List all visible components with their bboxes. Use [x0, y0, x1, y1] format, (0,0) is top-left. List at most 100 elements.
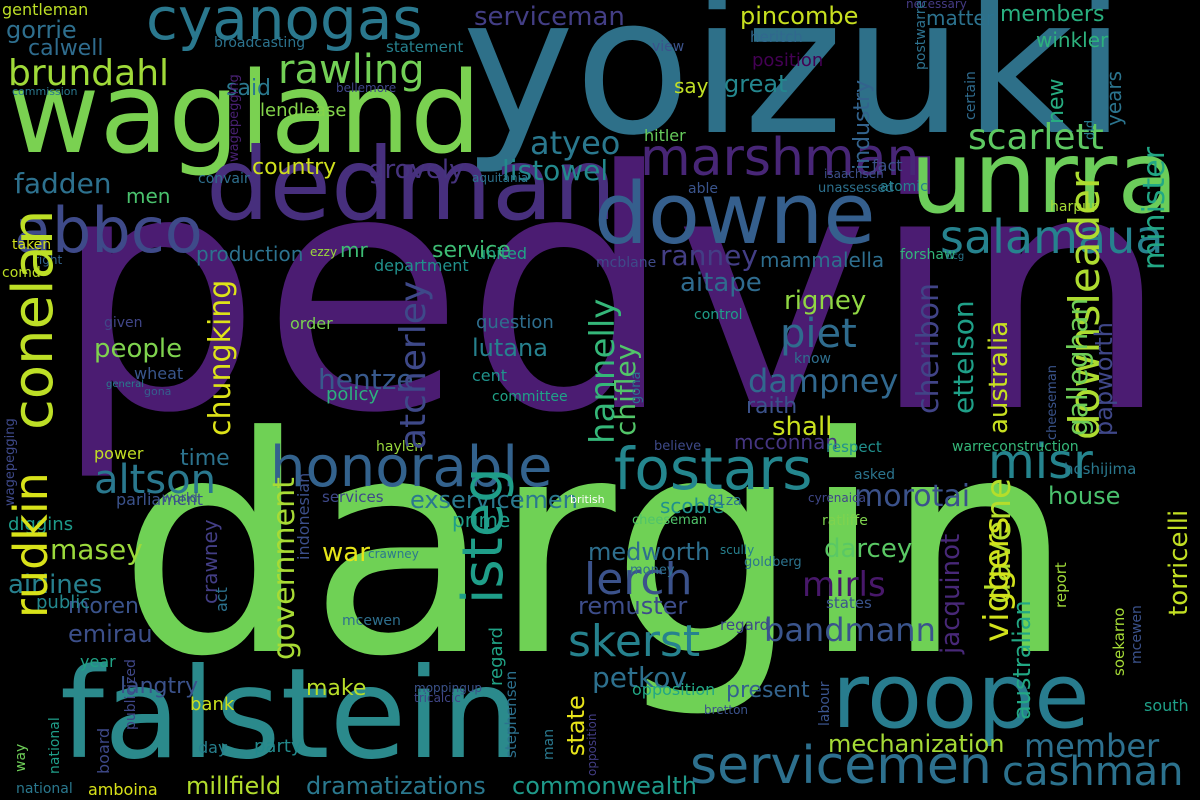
- word-bank: day: [198, 738, 228, 757]
- word-gorrie: gorrie: [6, 16, 77, 44]
- word-australia: australia: [984, 320, 1014, 434]
- word-states: act: [212, 587, 231, 612]
- word-dampney: dampney: [748, 362, 899, 400]
- word-right: isaachsen: [824, 167, 884, 181]
- word-country: country: [252, 155, 337, 180]
- word-cheeseman: world: [162, 491, 198, 506]
- word-lerch: lerch: [584, 554, 693, 605]
- word-brundahl: brundahl: [8, 53, 170, 94]
- word-wheat: cent: [472, 366, 508, 385]
- word-serviceman: serviceman: [474, 2, 625, 32]
- word-cyrenaica: british: [570, 493, 605, 506]
- word-policy: given: [104, 315, 143, 331]
- word-tricalcic: soekarno: [1110, 607, 1128, 676]
- word-public: year: [80, 652, 116, 671]
- word-lendlease: lendlease: [260, 100, 347, 121]
- word-atyeo: atyeo: [530, 124, 621, 162]
- word-committee: power: [94, 444, 144, 463]
- word-parliament: diggins: [8, 514, 74, 535]
- word-mr: service: [432, 238, 511, 263]
- word-cheribon: cheribon: [911, 282, 946, 414]
- word-atomic: fact: [872, 156, 903, 175]
- word-dargin: dargin: [118, 373, 1075, 722]
- word-ettelson: ettelson: [947, 300, 980, 414]
- word-control: mcblane: [596, 255, 657, 271]
- word-falstein: falstein: [60, 642, 521, 787]
- word-forshaw: comd: [2, 265, 41, 281]
- word-make: make: [306, 676, 367, 701]
- word-yoizuki: yoizuki: [462, 0, 1127, 177]
- word-able: aquitania: [472, 171, 529, 185]
- word-stephensen: mcewen: [1129, 605, 1145, 664]
- word-men: mr: [340, 238, 368, 262]
- word-marshman: marshman: [640, 128, 920, 188]
- word-mcblane: right: [34, 253, 63, 267]
- word-gona: control: [694, 307, 743, 323]
- word-scoble: scoble: [660, 494, 725, 518]
- word-did: postwarreconstruction: [913, 0, 929, 70]
- word-recognizes: stephensen: [502, 670, 520, 758]
- word-postwarreconstruction: bcg: [946, 251, 965, 262]
- word-haylen: gona: [629, 371, 644, 404]
- word-way: national: [47, 717, 63, 774]
- word-minister: minister: [1137, 146, 1172, 270]
- word-diggins: public: [36, 592, 91, 613]
- word-honorable: honorable: [270, 435, 553, 500]
- word-industry: industry: [850, 79, 875, 170]
- word-isteg: isteg: [451, 467, 516, 604]
- word-morotai: morotai: [854, 479, 971, 514]
- word-abbco: abbco: [14, 194, 203, 267]
- word-tax: moppingup: [414, 681, 483, 695]
- word-mcconnan: mcconnan: [734, 430, 838, 454]
- word-crawney: cyrenaica: [808, 491, 866, 505]
- word-skerst: skerst: [568, 616, 701, 667]
- word-rigney: rigney: [784, 286, 867, 316]
- word-pincombe: pincombe: [740, 2, 859, 30]
- word-members: members: [1000, 2, 1105, 27]
- word-statement: statement: [386, 38, 464, 56]
- word-winkler: winkler: [1036, 28, 1109, 52]
- word-bcg: ezzy: [310, 245, 338, 259]
- word-gentleman: gentleman: [2, 0, 89, 19]
- word-production: department: [374, 256, 469, 275]
- word-conelan: conelan: [1, 209, 66, 430]
- word-commonwealth: commonwealth: [512, 772, 697, 800]
- word-mammalella: mammalella: [760, 248, 885, 272]
- word-available: man: [541, 728, 557, 760]
- word-dedman: dedman: [206, 126, 617, 243]
- word-galleghan: galleghan: [1061, 297, 1094, 436]
- word-department: united: [476, 244, 527, 263]
- word-amboina: amboina: [88, 780, 158, 799]
- word-atcherley: atcherley: [393, 280, 434, 450]
- word-australian: australian: [1008, 600, 1036, 720]
- word-respect: general: [106, 379, 145, 390]
- word-know: forshaw: [900, 247, 956, 263]
- word-services: warreconstruction: [952, 439, 1079, 455]
- word-moren: moren: [68, 594, 139, 619]
- word-people: people: [94, 334, 183, 364]
- word-mcewen: scully: [720, 543, 755, 557]
- word-work: opposition: [632, 680, 716, 699]
- word-hoshijima: believe: [654, 439, 702, 454]
- word-report: crawney: [368, 547, 419, 561]
- word-national: national: [16, 781, 73, 797]
- word-regard: goldberg: [744, 555, 802, 570]
- word-wagland: wagland: [8, 49, 482, 179]
- word-matter: matter: [926, 6, 994, 30]
- word-raith: raith: [746, 394, 798, 419]
- word-aitape: aitape: [680, 268, 762, 298]
- word-mechanization: mechanization: [828, 730, 1005, 758]
- word-papworth: papworth: [1090, 322, 1118, 436]
- word-power: parliament: [116, 490, 204, 509]
- word-heritch: heritch: [750, 28, 803, 46]
- word-labour: states: [826, 594, 872, 612]
- word-years: men: [126, 184, 171, 208]
- word-question: order: [290, 314, 333, 333]
- word-man: regard: [720, 616, 770, 634]
- word-war: war: [322, 538, 370, 568]
- word-broadcasting: broadcasting: [214, 35, 306, 51]
- word-great: great: [724, 70, 788, 98]
- word-fostars: fostars: [614, 435, 813, 503]
- word-board: way: [13, 743, 29, 772]
- word-party: board: [94, 727, 113, 774]
